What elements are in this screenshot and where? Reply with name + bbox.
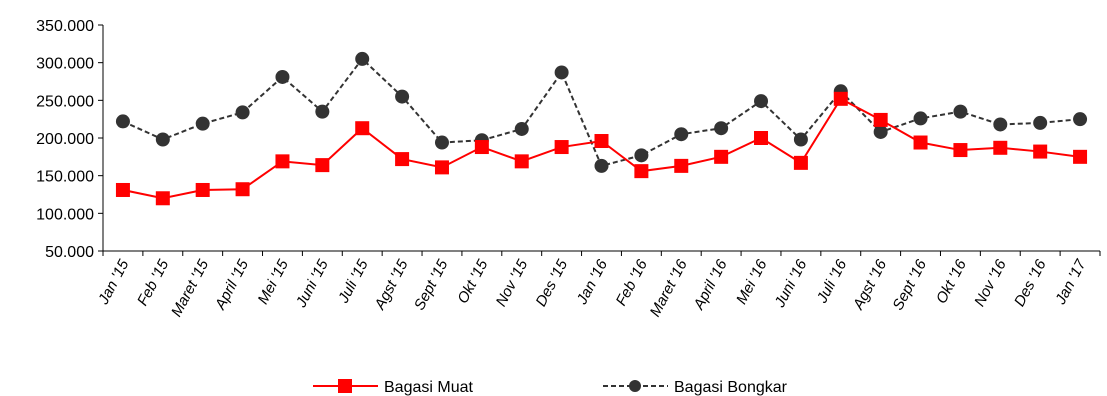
data-point-bagasi-bongkar <box>115 114 130 129</box>
x-tick-label: Juli '16 <box>813 256 850 306</box>
x-tick-label: Maret '16 <box>647 256 691 319</box>
data-point-bagasi-muat <box>634 164 649 179</box>
x-tick-label: April '15 <box>211 256 252 313</box>
data-point-bagasi-bongkar <box>434 135 449 150</box>
x-tick-label: Sept '15 <box>411 256 452 313</box>
x-tick-label: April '16 <box>690 256 731 313</box>
x-tick-label: Feb '16 <box>613 256 652 308</box>
series-line-bagasi-bongkar <box>122 57 1081 168</box>
x-tick-label: Jan '17 <box>1052 256 1090 308</box>
series-lines <box>115 51 1088 206</box>
x-tick-label: Des '16 <box>1011 256 1050 309</box>
y-tick-label: 150.000 <box>36 169 94 186</box>
data-point-bagasi-bongkar <box>554 65 569 80</box>
x-tick-label: Jan '15 <box>95 256 133 308</box>
data-point-bagasi-muat <box>953 143 968 158</box>
data-point-bagasi-muat <box>1033 144 1048 159</box>
data-point-bagasi-muat <box>315 158 330 173</box>
data-point-bagasi-bongkar <box>873 124 888 139</box>
data-point-bagasi-muat <box>913 135 928 150</box>
legend-marker-bagasi-muat <box>338 379 352 393</box>
data-point-bagasi-bongkar <box>315 104 330 119</box>
data-point-bagasi-muat <box>474 140 489 155</box>
data-point-bagasi-bongkar <box>235 105 250 120</box>
x-tick-label: Agst '16 <box>849 256 890 313</box>
x-tick-label: Juli '15 <box>335 256 372 306</box>
data-point-bagasi-bongkar <box>594 158 609 173</box>
x-tick-label: Maret '15 <box>168 256 212 319</box>
legend-marker-bagasi-bongkar <box>629 380 641 392</box>
y-tick-label: 200.000 <box>36 131 94 148</box>
data-point-bagasi-bongkar <box>913 111 928 126</box>
x-tick-label: Okt '15 <box>454 256 491 306</box>
data-point-bagasi-muat <box>554 140 569 155</box>
data-point-bagasi-bongkar <box>395 89 410 104</box>
data-point-bagasi-bongkar <box>275 69 290 84</box>
data-point-bagasi-muat <box>993 140 1008 155</box>
legend-label-bagasi-bongkar: Bagasi Bongkar <box>674 379 788 396</box>
legend-label-bagasi-muat: Bagasi Muat <box>384 379 473 396</box>
x-tick-label: Des '15 <box>532 256 571 309</box>
data-point-bagasi-bongkar <box>793 132 808 147</box>
x-tick-label: Nov '16 <box>971 256 1010 309</box>
data-point-bagasi-bongkar <box>674 127 689 142</box>
y-axis: 50.000 100.000 150.000 200.000 250.000 300.00… <box>36 18 104 261</box>
data-point-bagasi-muat <box>674 158 689 173</box>
data-point-bagasi-muat <box>155 191 170 206</box>
x-tick-label: Mei '16 <box>733 256 771 307</box>
y-tick-label: 100.000 <box>36 206 94 223</box>
data-point-bagasi-muat <box>235 182 250 197</box>
data-point-bagasi-bongkar <box>514 121 529 136</box>
data-point-bagasi-muat <box>275 154 290 169</box>
data-point-bagasi-bongkar <box>634 148 649 163</box>
data-point-bagasi-bongkar <box>953 104 968 119</box>
data-point-bagasi-muat <box>714 149 729 164</box>
y-tick-label: 300.000 <box>36 56 94 73</box>
x-tick-label: Sept '16 <box>889 256 930 313</box>
x-tick-label: Juni '15 <box>292 256 332 311</box>
x-tick-label: Agst '15 <box>371 256 412 313</box>
data-point-bagasi-bongkar <box>714 121 729 136</box>
data-point-bagasi-muat <box>195 182 210 197</box>
data-point-bagasi-muat <box>434 160 449 175</box>
x-tick-label: Juni '16 <box>771 256 811 311</box>
y-tick-label: 250.000 <box>36 93 94 110</box>
x-tick-label: Okt '16 <box>933 256 970 306</box>
data-point-bagasi-bongkar <box>355 51 370 66</box>
data-point-bagasi-bongkar <box>1073 112 1088 127</box>
legend: Bagasi Muat Bagasi Bongkar <box>313 379 788 396</box>
data-point-bagasi-muat <box>594 134 609 149</box>
data-point-bagasi-bongkar <box>195 116 210 131</box>
data-point-bagasi-bongkar <box>754 94 769 109</box>
data-point-bagasi-muat <box>1073 149 1088 164</box>
data-point-bagasi-bongkar <box>1033 115 1048 130</box>
y-tick-label: 50.000 <box>45 244 94 261</box>
data-point-bagasi-muat <box>514 154 529 169</box>
y-tick-label: 350.000 <box>36 18 94 35</box>
x-tick-label: Jan '16 <box>573 256 611 308</box>
x-tick-label: Nov '15 <box>493 256 532 309</box>
data-point-bagasi-muat <box>833 91 848 106</box>
data-point-bagasi-muat <box>754 131 769 145</box>
data-point-bagasi-muat <box>355 121 370 136</box>
data-point-bagasi-muat <box>395 152 410 167</box>
data-point-bagasi-bongkar <box>993 117 1008 132</box>
x-tick-label: Feb '15 <box>134 256 173 308</box>
x-tick-label: Mei '15 <box>254 256 292 307</box>
series-line-bagasi-muat <box>122 97 1081 200</box>
data-point-bagasi-bongkar <box>155 132 170 147</box>
data-point-bagasi-muat <box>873 112 888 127</box>
data-point-bagasi-muat <box>115 182 130 197</box>
data-point-bagasi-muat <box>793 155 808 170</box>
